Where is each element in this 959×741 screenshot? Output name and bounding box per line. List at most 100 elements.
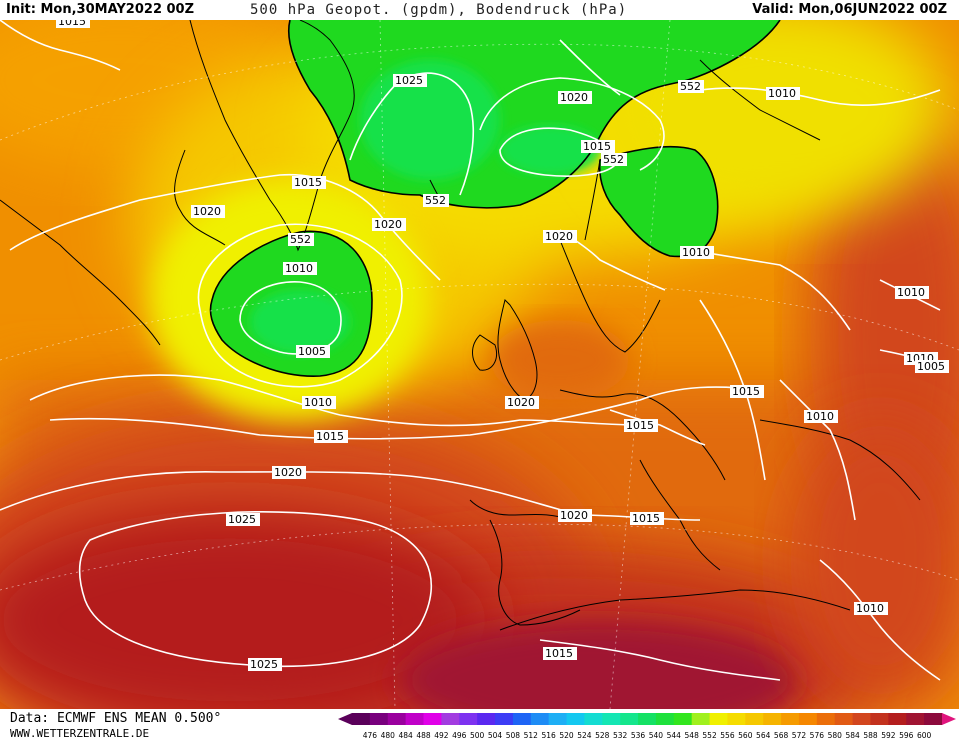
color-scale-swatches [338, 713, 956, 725]
scale-swatch [459, 713, 478, 725]
scale-swatch [655, 713, 675, 725]
scale-swatch [602, 713, 621, 725]
scale-tick-label: 504 [488, 731, 503, 740]
svg-text:1010: 1010 [285, 262, 313, 275]
svg-text:552: 552 [680, 80, 701, 93]
scale-tick-label: 480 [381, 731, 396, 740]
scale-tick-label: 564 [756, 731, 771, 740]
svg-text:1010: 1010 [304, 396, 332, 409]
scale-tick-label: 492 [434, 731, 449, 740]
isobar-label: 1010 [854, 602, 888, 615]
isobar-label: 1010 [680, 246, 714, 259]
isobar-label: 1025 [393, 74, 427, 87]
svg-text:1025: 1025 [228, 513, 256, 526]
scale-tick-label: 536 [631, 731, 646, 740]
scale-tick-label: 476 [363, 731, 378, 740]
scale-tick-label: 580 [828, 731, 843, 740]
scale-tick-label: 584 [845, 731, 860, 740]
scale-tick-label: 496 [452, 731, 467, 740]
isobar-labels: 1015 1025 1020 552 1010 1015 552 1015 55… [56, 20, 949, 671]
svg-text:1010: 1010 [856, 602, 884, 615]
svg-text:1015: 1015 [545, 647, 573, 660]
svg-text:1020: 1020 [274, 466, 302, 479]
scale-tick-label: 508 [506, 731, 521, 740]
scale-swatch [352, 713, 371, 725]
svg-text:1010: 1010 [768, 87, 796, 100]
isobar-label: 1025 [248, 658, 282, 671]
isobar-label: 552 [288, 233, 314, 246]
isobar-label: 1010 [895, 286, 929, 299]
isobar-label: 1020 [272, 466, 306, 479]
svg-text:1020: 1020 [193, 205, 221, 218]
scale-swatch [673, 713, 693, 725]
scale-swatch [512, 713, 532, 725]
scale-swatch [548, 713, 568, 725]
svg-text:1015: 1015 [294, 176, 322, 189]
website-link[interactable]: WWW.WETTERZENTRALE.DE [10, 727, 150, 740]
coastlines [0, 20, 921, 631]
scale-swatch [816, 713, 836, 725]
graticule [0, 20, 959, 709]
valid-time-text: Valid: Mon,06JUN2022 00Z [752, 2, 947, 17]
isobar-label: 1010 [283, 262, 317, 275]
svg-text:1015: 1015 [583, 140, 611, 153]
scale-swatch [566, 713, 585, 725]
scale-tick-label: 544 [667, 731, 682, 740]
scale-swatch [745, 713, 764, 725]
color-scale-legend: 476 480 484 488 492 496 500 504 508 512 516 520 524 5… [338, 713, 956, 740]
scale-tick-label: 572 [792, 731, 807, 740]
isobar-label: 1015 [314, 430, 348, 443]
svg-text:1025: 1025 [395, 74, 423, 87]
scale-swatch [834, 713, 854, 725]
scale-tick-label: 576 [810, 731, 825, 740]
isobar-label: 1015 [630, 512, 664, 525]
isobar-label: 1005 [296, 345, 330, 358]
scale-swatch [888, 713, 907, 725]
svg-text:1015: 1015 [316, 430, 344, 443]
scale-tick-label: 600 [917, 731, 932, 740]
scale-tick-label: 516 [542, 731, 557, 740]
isobar-label: 1020 [505, 396, 539, 409]
scale-tick-label: 520 [559, 731, 574, 740]
isobar-label: 1015 [292, 176, 326, 189]
svg-text:1010: 1010 [897, 286, 925, 299]
isobar-label: 1020 [558, 509, 592, 522]
isobar-label: 1020 [543, 230, 577, 243]
svg-text:1025: 1025 [250, 658, 278, 671]
isobar-label: 1010 [804, 410, 838, 423]
isobar-label: 1015 [543, 647, 577, 660]
scale-tick-label: 540 [649, 731, 664, 740]
svg-text:1020: 1020 [560, 91, 588, 104]
scale-tick-label: 560 [738, 731, 753, 740]
isobar-label: 552 [423, 194, 449, 207]
isobar-label: 1025 [226, 513, 260, 526]
scale-tick-label: 568 [774, 731, 789, 740]
scale-swatch [924, 713, 943, 725]
data-source-text: Data: ECMWF ENS MEAN 0.500° [10, 711, 222, 726]
scale-swatch [477, 713, 496, 725]
svg-text:1020: 1020 [560, 509, 588, 522]
svg-text:552: 552 [425, 194, 446, 207]
scale-tick-label: 552 [702, 731, 717, 740]
scale-swatch [727, 713, 746, 725]
scale-tick-label: 596 [899, 731, 914, 740]
svg-text:1020: 1020 [545, 230, 573, 243]
isobar-label: 1015 [581, 140, 615, 153]
isobar-label: 1020 [372, 218, 406, 231]
svg-text:1015: 1015 [632, 512, 660, 525]
isobar-label: 1020 [191, 205, 225, 218]
isobar-label: 1010 [766, 87, 800, 100]
svg-text:1015: 1015 [626, 419, 654, 432]
svg-text:1010: 1010 [682, 246, 710, 259]
isobar-label: 552 [601, 153, 627, 166]
geopotential-shading [0, 20, 959, 709]
scale-swatch [870, 713, 889, 725]
scale-swatch [906, 713, 925, 725]
isobar-label: 1015 [730, 385, 764, 398]
forecast-map: 1015 1025 1020 552 1010 1015 552 1015 55… [0, 20, 959, 709]
scale-swatch [530, 713, 550, 725]
scale-swatch [495, 713, 514, 725]
scale-tick-label: 512 [524, 731, 539, 740]
svg-text:1005: 1005 [298, 345, 326, 358]
